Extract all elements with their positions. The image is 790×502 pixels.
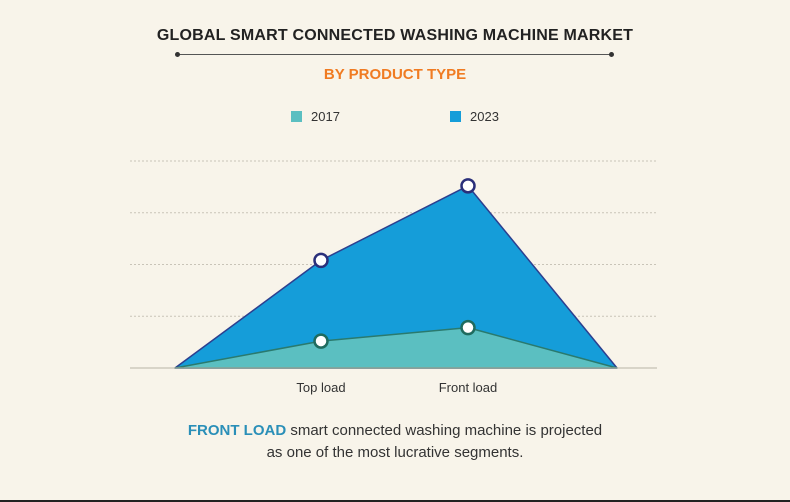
footer-highlight: FRONT LOAD: [187, 422, 287, 439]
title-divider: [175, 52, 614, 57]
legend-label-2017: 2017: [311, 109, 340, 124]
chart-title: GLOBAL SMART CONNECTED WASHING MACHINE M…: [156, 27, 634, 44]
legend-swatch-2017: [291, 111, 302, 122]
x-tick-label: Top load: [296, 380, 345, 395]
footer-line-2: as one of the most lucrative segments.: [266, 444, 524, 461]
footer-text: FRONT LOAD smart connected washing machi…: [0, 420, 790, 464]
legend-label-2023: 2023: [470, 109, 499, 124]
footer-line-1-rest: smart connected washing machine is proje…: [286, 422, 603, 439]
footer-line-1: FRONT LOAD smart connected washing machi…: [0, 420, 790, 442]
legend: 2017 2023: [0, 109, 790, 127]
x-tick-label: Front load: [439, 380, 498, 395]
data-point-2023-top-load: [313, 252, 329, 269]
data-point-2017-front-load: [460, 319, 476, 336]
legend-item-2017: 2017: [291, 109, 340, 124]
legend-swatch-2023: [450, 111, 461, 122]
bottom-border: [0, 500, 790, 502]
chart-subtitle: BY PRODUCT TYPE: [323, 66, 467, 83]
legend-item-2023: 2023: [450, 109, 499, 124]
data-point-2023-front-load: [460, 178, 476, 194]
data-point-2017-top-load: [313, 333, 329, 349]
